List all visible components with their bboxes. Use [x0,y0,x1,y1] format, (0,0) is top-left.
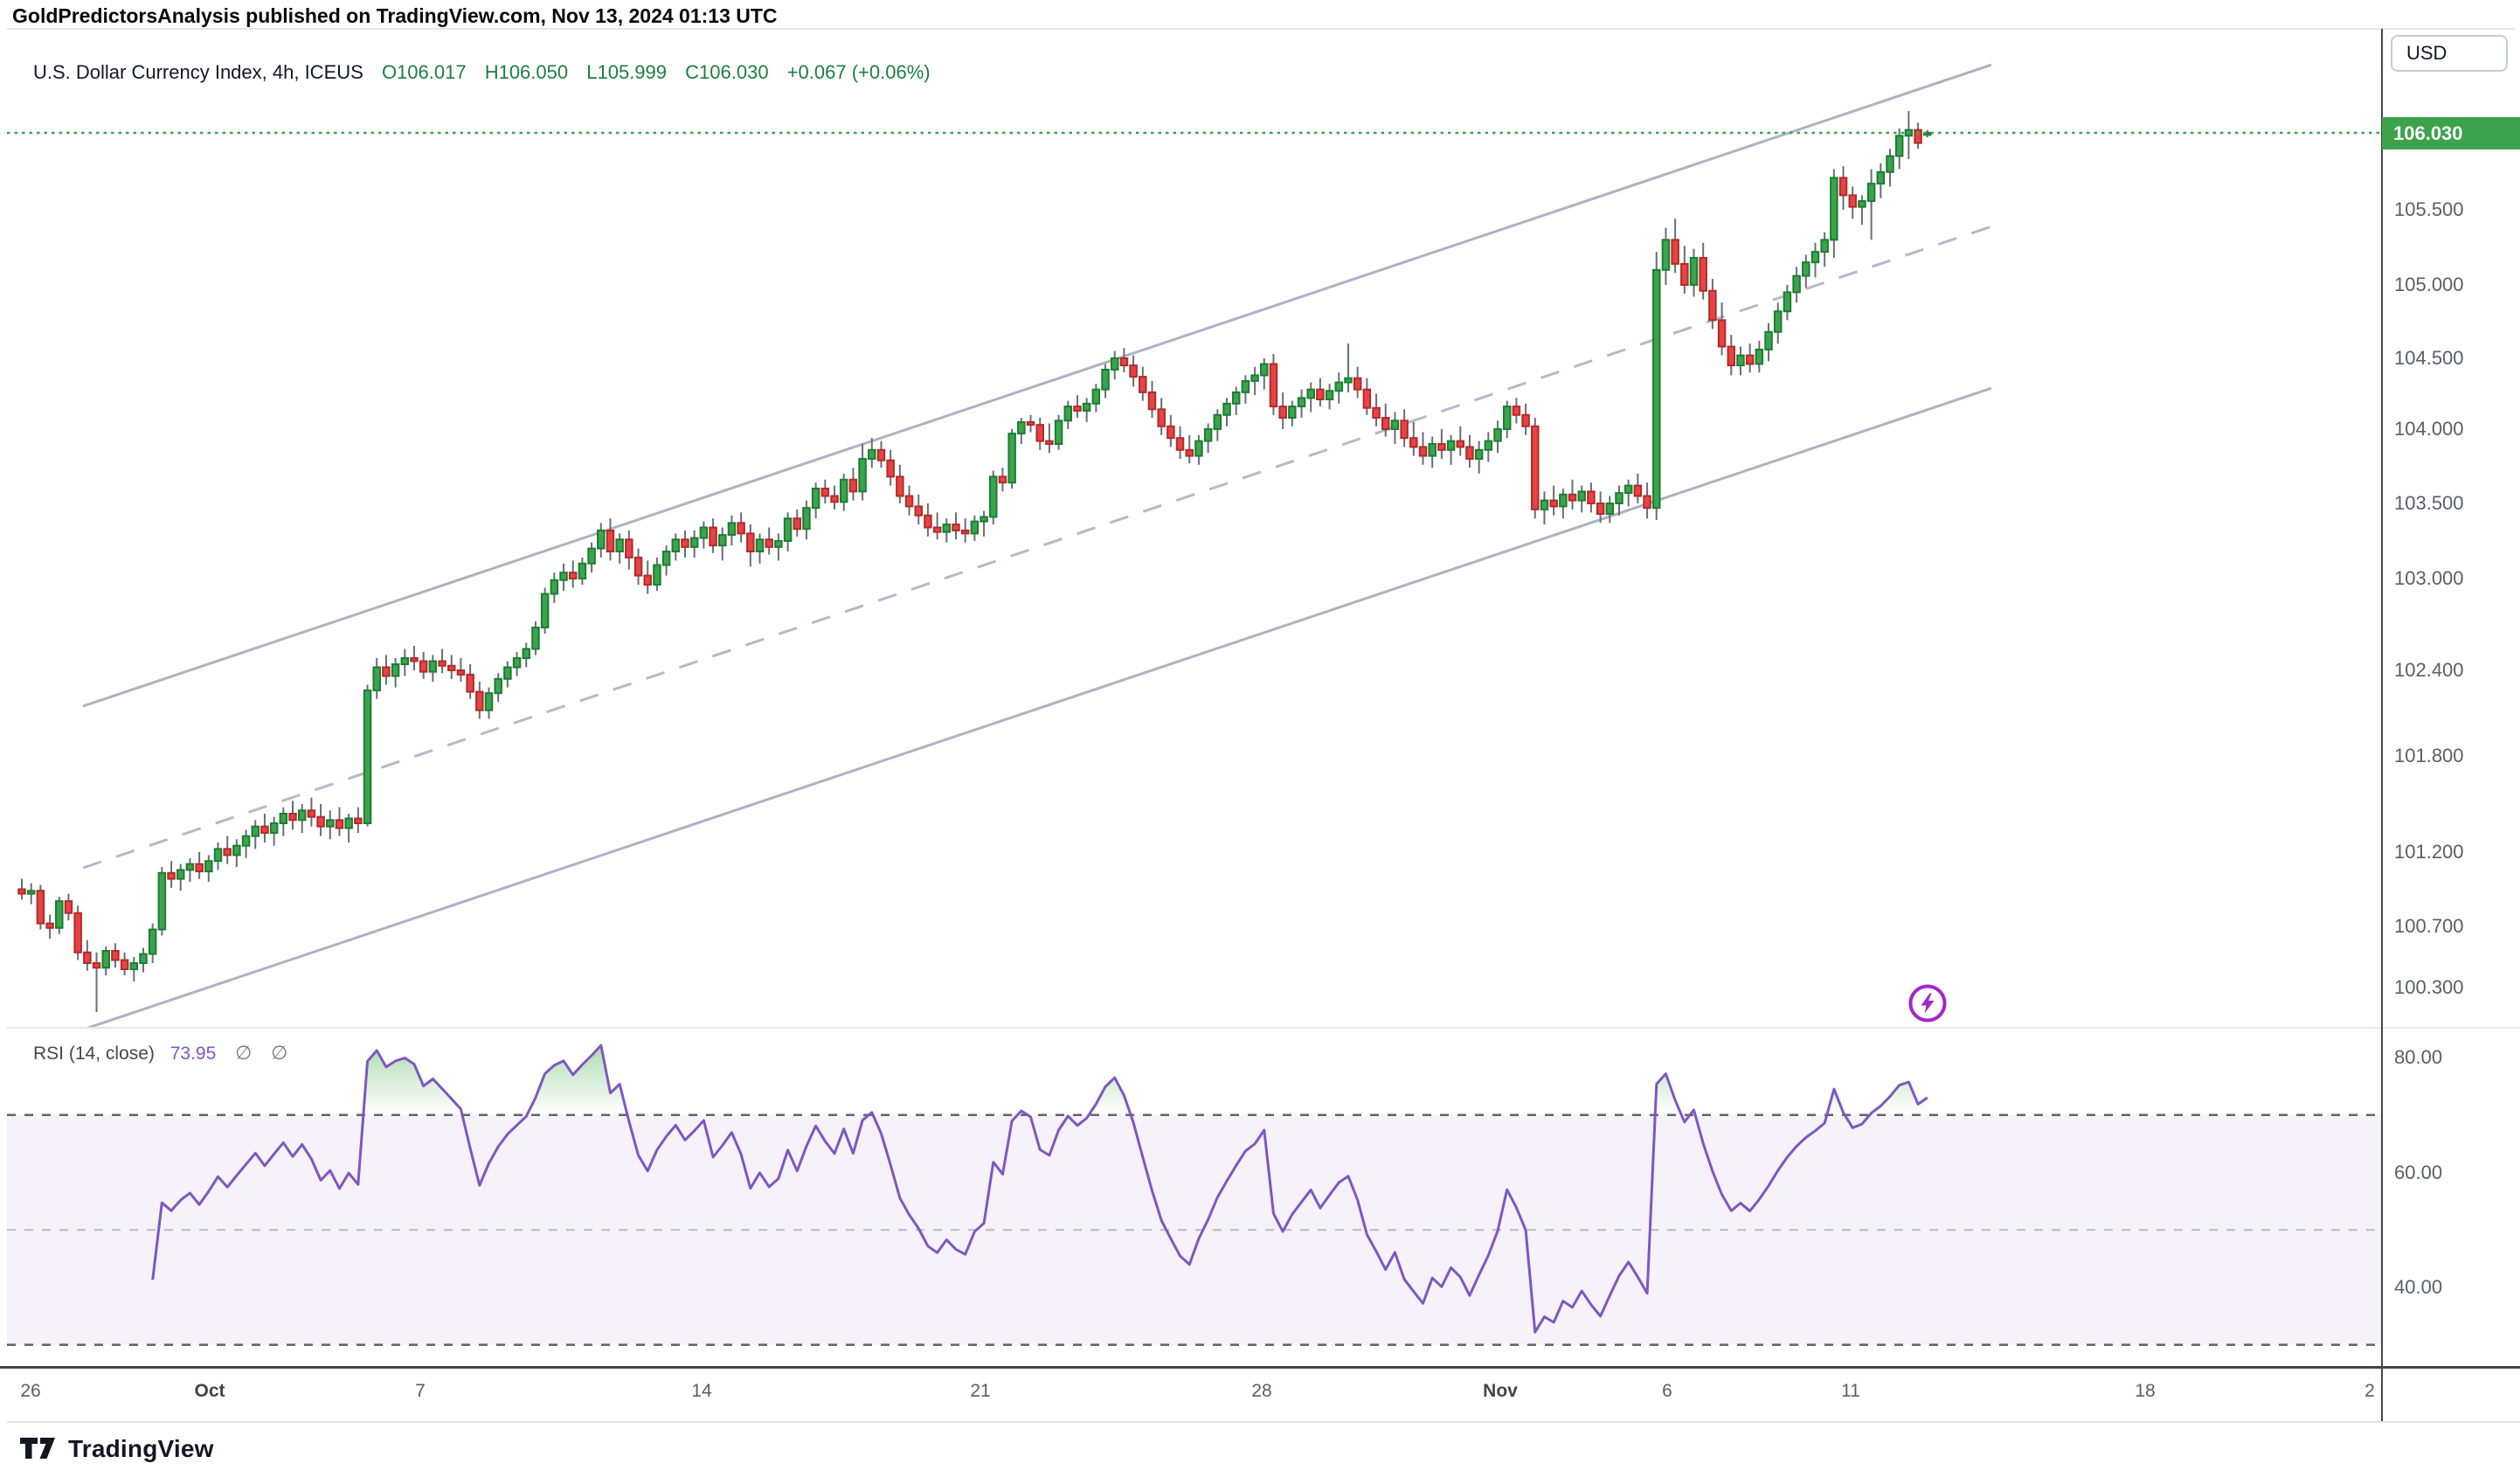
currency-label: USD [2406,42,2447,64]
price-tick-label: 105.500 [2394,198,2464,220]
tradingview-footer[interactable]: TradingView [19,1433,214,1465]
price-tick-label: 100.300 [2394,976,2464,998]
time-tick-label: 14 [691,1381,712,1401]
publish-header: GoldPredictorsAnalysis published on Trad… [12,4,778,27]
price-tick-label: 103.000 [2394,567,2464,589]
price-tick-label: 104.500 [2394,347,2464,369]
lightning-bolt-icon [1908,984,1947,1023]
last-price-tag: 106.030 [2382,117,2520,149]
rsi-legend: RSI (14, close) 73.95 ∅ ∅ [33,1042,287,1064]
time-tick-label: 26 [20,1381,41,1401]
price-tick-label: 103.500 [2394,492,2464,514]
price-tick-label: 105.000 [2394,274,2464,295]
legend-high: H106.050 [484,61,569,83]
symbol-legend: U.S. Dollar Currency Index, 4h, ICEUS O1… [33,61,931,84]
tradingview-logo-icon [20,1438,55,1459]
rsi-tick-label: 80.00 [2394,1046,2443,1068]
legend-change: +0.067 (+0.06%) [786,61,931,83]
price-axis-line [2381,29,2383,1421]
instant-trading-button[interactable] [1906,981,1949,1025]
rsi-title: RSI (14, close) [33,1044,155,1064]
rsi-value: 73.95 [170,1044,217,1064]
legend-low: L105.999 [586,61,668,83]
time-tick-label: 7 [415,1381,426,1401]
price-tick-label: 100.700 [2394,915,2464,937]
widget-top-border [7,28,2515,30]
rsi-tick-label: 60.00 [2394,1162,2443,1183]
time-tick-label: 11 [1841,1381,1860,1401]
symbol-title: U.S. Dollar Currency Index, 4h, ICEUS [33,61,363,83]
rsi-source-icon-1[interactable]: ∅ [235,1042,253,1064]
time-tick-label: 21 [970,1381,991,1401]
last-price-value: 106.030 [2393,121,2463,144]
time-tick-label: 2 [2364,1381,2375,1401]
tradingview-brand-text: TradingView [68,1435,214,1462]
price-tick-label: 104.000 [2394,418,2464,440]
legend-open: O106.017 [381,61,467,83]
rsi-tick-label: 40.00 [2394,1276,2443,1298]
time-tick-label: 6 [1662,1381,1672,1401]
currency-selector-button[interactable]: USD [2391,35,2508,72]
price-tick-label: 102.400 [2394,659,2464,681]
price-tick-label: 101.800 [2394,745,2464,766]
time-tick-label: Oct [194,1381,225,1401]
rsi-source-icon-2[interactable]: ∅ [271,1042,288,1064]
time-tick-label: 18 [2135,1381,2156,1401]
time-tick-label: 28 [1251,1381,1272,1401]
price-tick-label: 101.200 [2394,841,2464,863]
widget-bottom-border [7,1421,2520,1423]
pane-separator[interactable] [7,1027,2520,1029]
legend-close: C106.030 [685,61,769,83]
time-tick-label: Nov [1483,1381,1518,1401]
time-axis-line [0,1366,2520,1369]
